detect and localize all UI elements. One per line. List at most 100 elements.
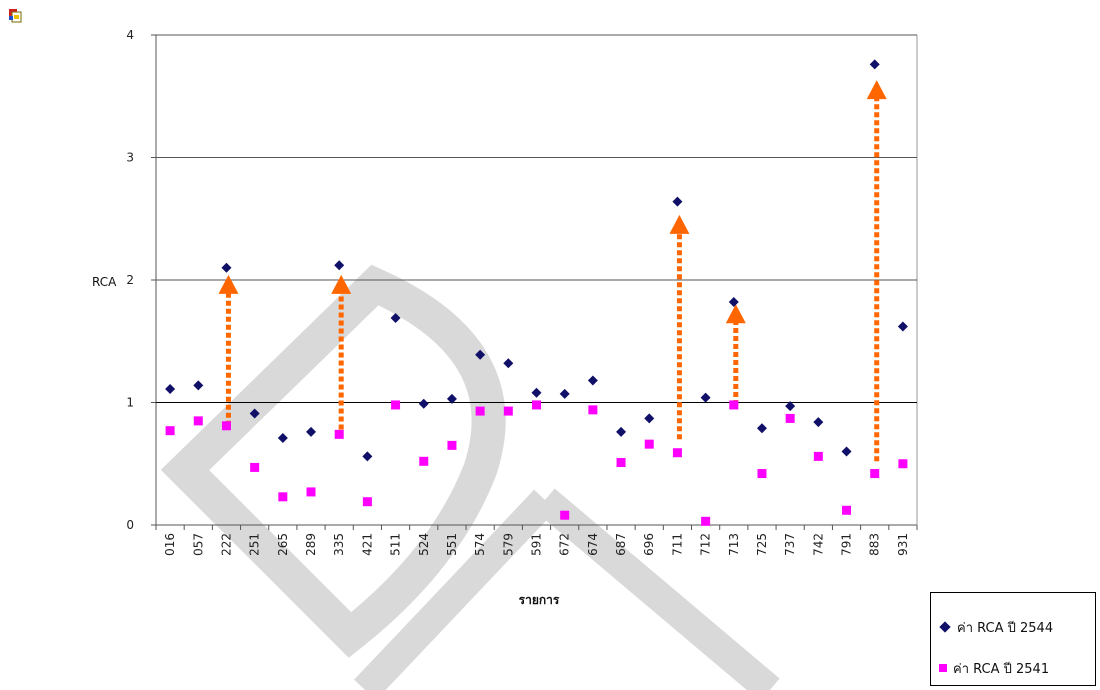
x-axis-label: รายการ [519, 593, 560, 607]
point-2544 [756, 423, 767, 434]
x-tick-label: 222 [219, 533, 233, 556]
x-tick-label: 591 [530, 533, 544, 556]
x-tick-label: 251 [248, 533, 262, 556]
gridlines [156, 34, 917, 403]
y-axis-label: RCA [92, 275, 117, 289]
watermark-logo [160, 264, 780, 690]
y-tick-label: 1 [126, 396, 134, 410]
point-2541 [165, 426, 175, 436]
legend-item-2541: ค่า RCA ปี 2541 [939, 658, 1049, 678]
point-2541 [250, 462, 260, 472]
point-2541 [362, 497, 372, 507]
y-tick-label: 2 [126, 273, 134, 287]
x-tick-label: 687 [614, 533, 628, 556]
arrow-head [725, 304, 746, 324]
point-2544 [334, 260, 345, 271]
point-2544 [249, 408, 260, 419]
document-icon[interactable] [8, 8, 24, 24]
point-2541 [898, 459, 908, 469]
point-2541 [532, 400, 541, 410]
x-tick-label: 551 [445, 533, 459, 556]
y-tick-label: 0 [126, 518, 134, 532]
point-2541 [560, 510, 570, 520]
point-2541 [644, 439, 654, 449]
point-2541 [278, 492, 288, 502]
x-tick-label: 725 [755, 533, 769, 556]
point-2544 [559, 388, 570, 399]
legend-item-2544: ค่า RCA ปี 2544 [939, 617, 1053, 637]
legend: ค่า RCA ปี 2544 ค่า RCA ปี 2541 [930, 592, 1096, 686]
point-2541 [785, 413, 795, 423]
x-tick-label: 791 [840, 533, 854, 556]
point-2544 [418, 398, 429, 409]
point-2541 [701, 516, 711, 526]
x-axis-ticks: 016 057 222 251 265 289 335 421 511 524 551 574 579 5… [155, 525, 918, 556]
point-2544 [503, 358, 514, 369]
arrow-head [866, 80, 887, 100]
point-2544 [193, 380, 204, 391]
point-2544 [446, 393, 457, 404]
point-2544 [531, 387, 542, 398]
point-2541 [672, 448, 682, 458]
point-2541 [221, 421, 231, 431]
point-2544 [277, 433, 288, 444]
x-tick-label: 511 [389, 533, 403, 556]
x-tick-label: 524 [417, 533, 431, 556]
point-2544 [869, 59, 880, 70]
point-2541 [193, 416, 203, 426]
point-2541 [842, 505, 852, 515]
square-marker-icon [939, 664, 947, 672]
point-2544 [841, 446, 852, 457]
x-tick-label: 696 [642, 533, 656, 556]
x-tick-label: 289 [304, 533, 318, 556]
point-2544 [813, 417, 824, 428]
point-2544 [785, 401, 796, 412]
point-2541 [475, 406, 485, 416]
x-tick-label: 265 [276, 533, 290, 556]
arrow-head [218, 274, 239, 294]
y-tick-label: 4 [126, 28, 134, 42]
point-2544 [728, 297, 739, 308]
increase-arrows [218, 80, 887, 462]
y-axis-ticks: 0 1 2 3 4 [126, 28, 156, 532]
point-2541 [306, 487, 316, 497]
watermark-stroke [535, 488, 780, 690]
x-tick-label: 674 [586, 533, 600, 556]
point-2544 [165, 384, 176, 395]
point-2544 [672, 196, 683, 207]
point-2544 [644, 413, 655, 424]
point-2544 [362, 451, 373, 462]
watermark-stroke [160, 264, 506, 658]
point-2541 [447, 440, 457, 450]
x-tick-label: 931 [896, 533, 910, 556]
x-tick-label: 883 [868, 533, 882, 556]
point-2541 [588, 405, 598, 415]
point-2544 [221, 262, 232, 273]
y-tick-label: 3 [126, 151, 134, 165]
legend-label: ค่า RCA ปี 2541 [953, 661, 1050, 677]
x-tick-label: 742 [811, 533, 825, 556]
point-2541 [813, 451, 823, 461]
x-tick-label: 335 [332, 533, 346, 556]
point-2541 [870, 469, 880, 479]
point-2541 [334, 429, 344, 439]
point-2544 [897, 321, 908, 332]
arrow-head [331, 274, 352, 294]
x-tick-label: 421 [360, 533, 374, 556]
watermark-stroke [354, 489, 556, 690]
x-tick-label: 712 [699, 533, 713, 556]
point-2541 [757, 469, 767, 479]
data-points [165, 59, 908, 526]
point-2541 [503, 406, 513, 416]
point-2544 [390, 312, 401, 323]
x-tick-label: 672 [558, 533, 572, 556]
point-2544 [306, 426, 317, 437]
point-2541 [729, 400, 739, 410]
arrow-head [669, 214, 690, 234]
x-tick-label: 057 [191, 533, 205, 556]
x-tick-label: 016 [163, 533, 177, 556]
point-2544 [700, 392, 711, 403]
x-tick-label: 737 [783, 533, 797, 556]
legend-label: ค่า RCA ปี 2544 [957, 620, 1054, 636]
